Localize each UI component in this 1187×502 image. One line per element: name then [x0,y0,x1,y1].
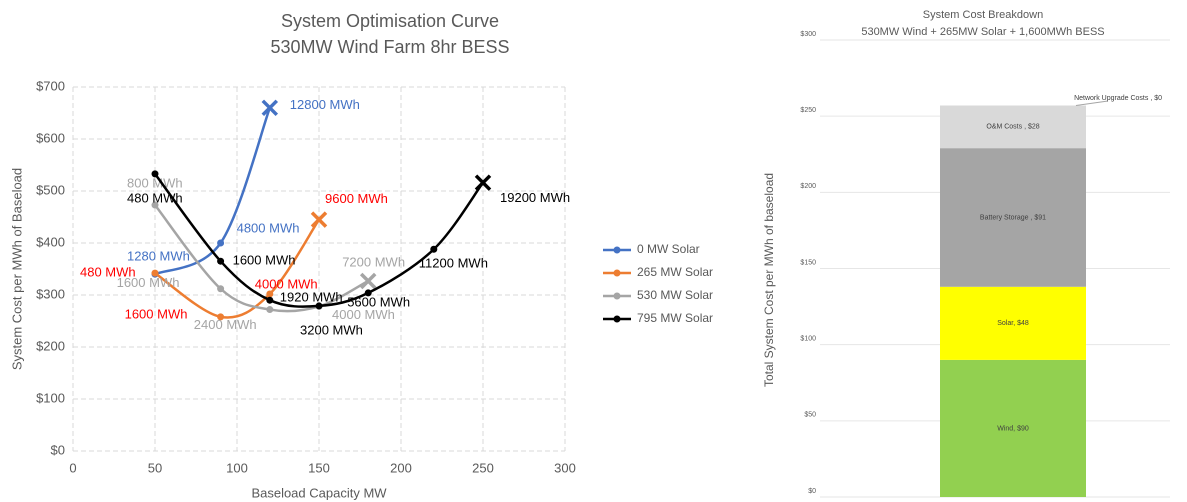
point-marker [315,302,323,310]
segment-label: Wind, $90 [997,425,1029,432]
y-tick-label: $700 [36,78,65,93]
y-tick-label: $200 [36,338,65,353]
point-label: 4000 MWh [332,307,395,322]
segment-label: Battery Storage , $91 [980,214,1046,221]
point-label: 1600 MWh [233,253,296,268]
point-label: 800 MWh [127,175,183,190]
point-marker [217,313,225,321]
point-label: 4800 MWh [237,220,300,235]
y-tick-label: $300 [36,286,65,301]
point-label: 1920 MWh [280,290,343,305]
point-label: 9600 MWh [325,191,388,206]
end-marker [261,99,279,117]
x-tick-label: 50 [148,460,162,475]
legend-marker [613,246,621,254]
y-axis-label: System Cost per MWh of Baseload [9,168,24,370]
x-tick-label: 150 [308,460,330,475]
bar-segment [940,359,1086,497]
x-tick-label: 300 [554,460,576,475]
end-marker [310,211,328,228]
x-tick-label: 0 [69,460,76,475]
segment-label: O&M Costs , $28 [986,124,1039,131]
point-marker [217,239,225,247]
point-label: 480 MWh [127,190,183,205]
x-axis-label: Baseload Capacity MW [251,485,387,500]
point-marker [217,285,225,293]
legend-label: 265 MW Solar [637,265,713,279]
chart-title: System Cost Breakdown [923,9,1043,21]
bar-segment [940,105,1086,149]
y-axis-label: Total System Cost per MWh of baseload [762,173,776,387]
point-label: 5600 MWh [347,294,410,309]
y-tick-label: $500 [36,182,65,197]
point-label: 19200 MWh [500,190,570,205]
point-marker [217,257,225,265]
point-marker [151,170,159,178]
point-label: 3200 MWh [300,322,363,337]
end-marker [474,174,492,191]
end-marker [359,272,377,290]
leader-line [1075,100,1109,106]
point-label: 4000 MWh [255,276,318,291]
y-tick-label: $600 [36,130,65,145]
point-marker [430,245,438,253]
y-tick-label: $300 [800,31,816,38]
segment-label: Solar, $48 [997,320,1029,327]
point-label: 2400 MWh [194,317,257,332]
series-line [154,218,321,319]
chart-title: System Optimisation Curve [281,11,499,31]
y-tick-label: $0 [808,488,816,495]
y-tick-label: $200 [800,183,816,190]
point-label: 480 MWh [80,265,136,280]
point-marker [266,306,274,314]
legend-label: 0 MW Solar [637,242,700,256]
chart-subtitle: 530MW Wind + 265MW Solar + 1,600MWh BESS [861,26,1104,38]
point-label: 1600 MWh [125,306,188,321]
segment-label: Network Upgrade Costs , $0 [1074,95,1162,102]
point-label: 1280 MWh [127,249,190,264]
y-tick-label: $100 [36,390,65,405]
legend-label: 530 MW Solar [637,288,713,302]
x-tick-label: 250 [472,460,494,475]
y-tick-label: $0 [51,442,65,457]
point-label: 11200 MWh [419,256,488,271]
x-tick-label: 100 [226,460,248,475]
legend-marker [613,292,621,300]
y-tick-label: $100 [800,336,816,343]
point-marker [151,269,159,277]
y-tick-label: $250 [800,107,816,114]
point-marker [364,289,372,297]
point-marker [266,290,274,298]
legend-label: 795 MW Solar [637,311,713,325]
y-tick-label: $400 [36,234,65,249]
chart-subtitle: 530MW Wind Farm 8hr BESS [270,37,509,57]
y-tick-label: $50 [804,412,816,419]
legend-marker [613,315,621,323]
bar-segment [940,286,1086,360]
point-marker [266,296,274,304]
point-label: 1600 MWh [117,275,180,290]
bar-segment [940,148,1086,287]
point-label: 12800 MWh [290,97,360,112]
series-line [154,107,271,276]
x-tick-label: 200 [390,460,412,475]
legend-marker [613,269,621,277]
y-tick-label: $150 [800,259,816,266]
point-label: 7200 MWh [342,254,405,269]
point-marker [151,201,159,209]
